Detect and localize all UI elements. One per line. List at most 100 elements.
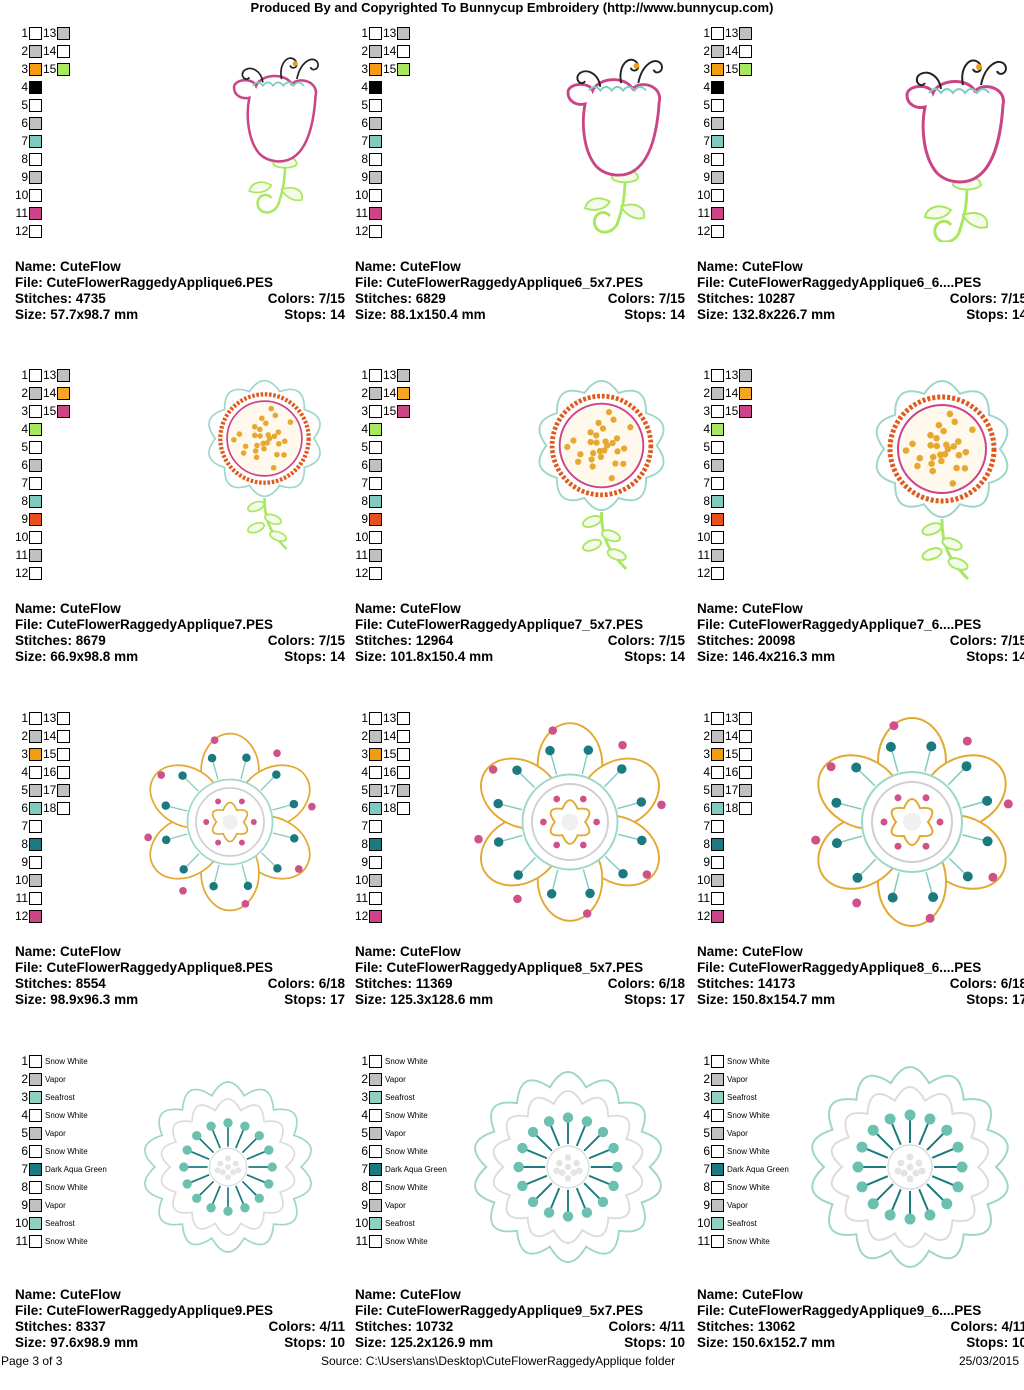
swatch-number: 2	[21, 44, 28, 58]
swatch-color-box	[29, 45, 42, 58]
swatch-color-box	[369, 387, 382, 400]
swatch-color-box	[29, 766, 42, 779]
design-name: Name: CuteFlow	[355, 601, 461, 616]
design-colors: Colors: 7/15	[607, 291, 685, 306]
swatch-color-box	[369, 207, 382, 220]
info-row-stitches: Stitches: 12964 Colors: 7/15	[355, 633, 685, 649]
swatch-number: 12	[15, 224, 29, 238]
design-stitches: Stitches: 11369	[355, 976, 453, 991]
swatch-number: 3	[21, 62, 28, 76]
swatch-color-box	[369, 477, 382, 490]
swatch-color-box	[57, 405, 70, 418]
swatch-number: 3	[361, 747, 368, 761]
swatch-color-box	[369, 531, 382, 544]
embroidery-preview	[144, 732, 316, 912]
design-card: 1 2 3 4 5 6 7 8 9 10 11 12 13 14 15 Name: CuteFlow File:…	[697, 369, 1024, 704]
design-info: Name: CuteFlow File: CuteFlowerRaggedyApp…	[15, 259, 345, 323]
design-name: Name: CuteFlow	[697, 944, 803, 959]
swatch-thread-name: Vapor	[385, 1129, 406, 1138]
swatch-number: 15	[43, 747, 57, 761]
swatch-color-box	[29, 730, 42, 743]
info-row-stitches: Stitches: 6829 Colors: 7/15	[355, 291, 685, 307]
design-stops: Stops: 10	[624, 1335, 685, 1350]
swatch-color-box	[711, 459, 724, 472]
swatch-color-box	[711, 1127, 724, 1140]
swatch-color-box	[711, 153, 724, 166]
swatch-color-box	[57, 730, 70, 743]
swatch-color-box	[711, 838, 724, 851]
info-row-size: Size: 66.9x98.8 mm Stops: 14	[15, 649, 345, 665]
swatch-color-box	[369, 99, 382, 112]
swatch-color-box	[397, 387, 410, 400]
swatch-number: 9	[21, 170, 28, 184]
swatch-color-box	[369, 153, 382, 166]
swatch-number: 9	[703, 512, 710, 526]
info-row-name: Name: CuteFlow	[697, 259, 1024, 275]
swatch-thread-name: Seafrost	[385, 1219, 415, 1228]
swatch-number: 5	[361, 440, 368, 454]
swatch-color-box	[369, 784, 382, 797]
design-stops: Stops: 14	[284, 307, 345, 322]
swatch-color-box	[711, 477, 724, 490]
swatch-color-box	[29, 1217, 42, 1230]
design-info: Name: CuteFlow File: CuteFlowerRaggedyApp…	[15, 601, 345, 665]
swatch-number: 4	[361, 1108, 368, 1122]
swatch-number: 6	[21, 458, 28, 472]
info-row-name: Name: CuteFlow	[15, 1287, 345, 1303]
swatch-thread-name: Vapor	[727, 1075, 748, 1084]
swatch-number: 8	[703, 1180, 710, 1194]
swatch-color-box	[29, 117, 42, 130]
swatch-color-box	[29, 171, 42, 184]
design-info: Name: CuteFlow File: CuteFlowerRaggedyApp…	[15, 944, 345, 1008]
info-row-name: Name: CuteFlow	[355, 944, 685, 960]
design-info: Name: CuteFlow File: CuteFlowerRaggedyApp…	[355, 259, 685, 323]
design-file: File: CuteFlowerRaggedyApplique6_5x7.PES	[355, 275, 644, 290]
swatch-color-box	[29, 567, 42, 580]
design-colors: Colors: 6/18	[267, 976, 345, 991]
design-size: Size: 146.4x216.3 mm	[697, 649, 836, 664]
swatch-color-box	[397, 730, 410, 743]
swatch-number: 5	[361, 98, 368, 112]
swatch-number: 6	[21, 801, 28, 815]
design-name: Name: CuteFlow	[697, 601, 803, 616]
swatch-color-box	[369, 1091, 382, 1104]
swatch-thread-name: Vapor	[45, 1201, 66, 1210]
swatch-thread-name: Vapor	[385, 1075, 406, 1084]
embroidery-preview	[144, 1081, 312, 1253]
swatch-number: 11	[15, 1234, 28, 1248]
swatch-number: 2	[361, 386, 368, 400]
design-colors: Colors: 4/11	[950, 1319, 1024, 1334]
swatch-number: 12	[355, 909, 369, 923]
swatch-number: 13	[43, 26, 57, 40]
swatch-color-box	[711, 225, 724, 238]
swatch-number: 3	[21, 404, 28, 418]
swatch-color-box	[29, 441, 42, 454]
embroidery-preview	[474, 722, 666, 922]
swatch-number: 5	[21, 783, 28, 797]
swatch-number: 9	[361, 1198, 368, 1212]
swatch-number: 12	[355, 224, 369, 238]
design-card: 1 Snow White 2 Vapor 3 Seafrost 4 Snow White 5 Va…	[697, 1055, 1024, 1390]
swatch-color-box	[369, 1235, 382, 1248]
swatch-thread-name: Vapor	[385, 1201, 406, 1210]
design-file: File: CuteFlowerRaggedyApplique8_5x7.PES	[355, 960, 644, 975]
swatch-number: 12	[15, 566, 29, 580]
info-row-file: File: CuteFlowerRaggedyApplique9_6....PE…	[697, 1303, 1024, 1319]
swatch-number: 2	[21, 729, 28, 743]
swatch-color-box	[29, 369, 42, 382]
swatch-number: 4	[703, 422, 710, 436]
design-card: 1 2 3 4 5 6 7 8 9 10 11 12 13 14 15 Name: CuteFlow File:…	[15, 27, 345, 362]
info-row-stitches: Stitches: 8554 Colors: 6/18	[15, 976, 345, 992]
swatch-color-box	[369, 1073, 382, 1086]
swatch-color-box	[397, 748, 410, 761]
swatch-number: 7	[703, 476, 710, 490]
swatch-number: 8	[361, 837, 368, 851]
swatch-number: 13	[383, 368, 397, 382]
design-info: Name: CuteFlow File: CuteFlowerRaggedyApp…	[697, 944, 1024, 1008]
swatch-number: 13	[43, 368, 57, 382]
footer-source: Source: C:\Users\ans\Desktop\CuteFlowerR…	[321, 1354, 676, 1368]
swatch-color-box	[397, 405, 410, 418]
design-name: Name: CuteFlow	[697, 1287, 803, 1302]
swatch-number: 8	[361, 152, 368, 166]
swatch-number: 1	[361, 26, 368, 40]
